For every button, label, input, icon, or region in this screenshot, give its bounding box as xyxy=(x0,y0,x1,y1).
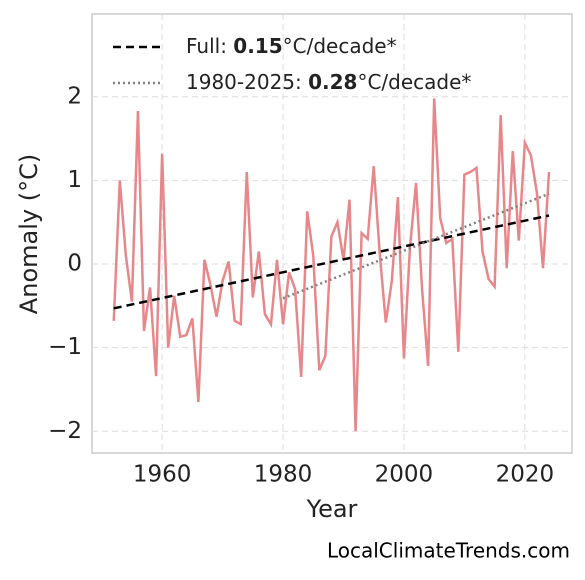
legend-label: 1980-2025: 0.28°C/decade* xyxy=(186,70,471,94)
legend-text-part: 0.15 xyxy=(233,34,282,58)
trend-line xyxy=(113,214,550,310)
legend-label: Full: 0.15°C/decade* xyxy=(186,34,397,58)
x-tick-label: 2020 xyxy=(496,462,555,488)
legend-text-part: 0.28 xyxy=(308,70,357,94)
x-tick-label: 1960 xyxy=(133,462,192,488)
y-tick-label: 0 xyxy=(67,251,82,277)
x-tick-label: 2000 xyxy=(375,462,434,488)
y-tick-label: 2 xyxy=(67,83,82,109)
legend-text-part: 1980-2025: xyxy=(186,70,308,94)
y-tick-label: −1 xyxy=(48,334,82,360)
y-axis-label: Anomaly (°C) xyxy=(15,154,43,314)
legend-text-part: °C/decade* xyxy=(283,34,397,58)
watermark: LocalClimateTrends.com xyxy=(327,539,570,563)
anomaly-line xyxy=(112,98,551,432)
y-tick-label: 1 xyxy=(67,167,82,193)
legend-text-part: Full: xyxy=(186,34,233,58)
x-axis-label: Year xyxy=(306,495,358,523)
plot-frame xyxy=(91,13,573,454)
legend-text-part: °C/decade* xyxy=(357,70,471,94)
x-tick-label: 1980 xyxy=(254,462,313,488)
y-tick-label: −2 xyxy=(48,418,82,444)
